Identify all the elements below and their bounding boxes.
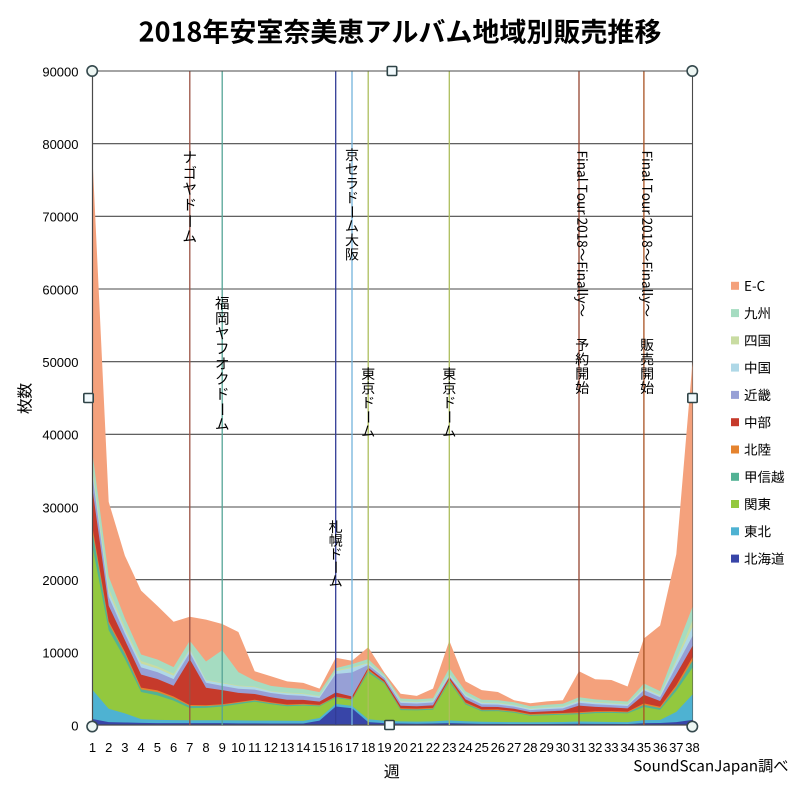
svg-text:25: 25: [474, 740, 488, 755]
svg-text:30: 30: [556, 740, 570, 755]
svg-text:8: 8: [202, 740, 209, 755]
svg-text:14: 14: [296, 740, 310, 755]
svg-text:2: 2: [105, 740, 112, 755]
svg-text:60000: 60000: [42, 282, 78, 297]
svg-text:7: 7: [186, 740, 193, 755]
svg-text:29: 29: [539, 740, 553, 755]
svg-text:23: 23: [442, 740, 456, 755]
svg-text:15: 15: [312, 740, 326, 755]
svg-text:28: 28: [523, 740, 537, 755]
svg-text:50000: 50000: [42, 355, 78, 370]
svg-text:30000: 30000: [42, 500, 78, 515]
svg-text:24: 24: [458, 740, 472, 755]
svg-text:70000: 70000: [42, 210, 78, 225]
svg-text:37: 37: [669, 740, 683, 755]
svg-text:31: 31: [572, 740, 586, 755]
svg-text:3: 3: [121, 740, 128, 755]
svg-text:9: 9: [219, 740, 226, 755]
svg-text:5: 5: [154, 740, 161, 755]
svg-text:13: 13: [280, 740, 294, 755]
svg-text:26: 26: [491, 740, 505, 755]
svg-text:21: 21: [410, 740, 424, 755]
svg-text:32: 32: [588, 740, 602, 755]
svg-text:33: 33: [604, 740, 618, 755]
svg-text:20000: 20000: [42, 573, 78, 588]
svg-text:1: 1: [89, 740, 96, 755]
svg-text:27: 27: [507, 740, 521, 755]
svg-text:35: 35: [637, 740, 651, 755]
svg-text:40000: 40000: [42, 428, 78, 443]
svg-text:36: 36: [653, 740, 667, 755]
svg-text:80000: 80000: [42, 137, 78, 152]
svg-text:11: 11: [248, 740, 262, 755]
svg-text:6: 6: [170, 740, 177, 755]
svg-text:22: 22: [426, 740, 440, 755]
svg-text:20: 20: [393, 740, 407, 755]
svg-text:12: 12: [264, 740, 278, 755]
svg-text:0: 0: [71, 718, 78, 733]
svg-text:38: 38: [685, 740, 699, 755]
svg-text:16: 16: [328, 740, 342, 755]
svg-text:34: 34: [620, 740, 634, 755]
svg-text:4: 4: [137, 740, 144, 755]
svg-text:17: 17: [345, 740, 359, 755]
svg-text:90000: 90000: [42, 64, 78, 79]
svg-text:10: 10: [231, 740, 245, 755]
svg-text:18: 18: [361, 740, 375, 755]
svg-text:19: 19: [377, 740, 391, 755]
svg-text:10000: 10000: [42, 646, 78, 661]
